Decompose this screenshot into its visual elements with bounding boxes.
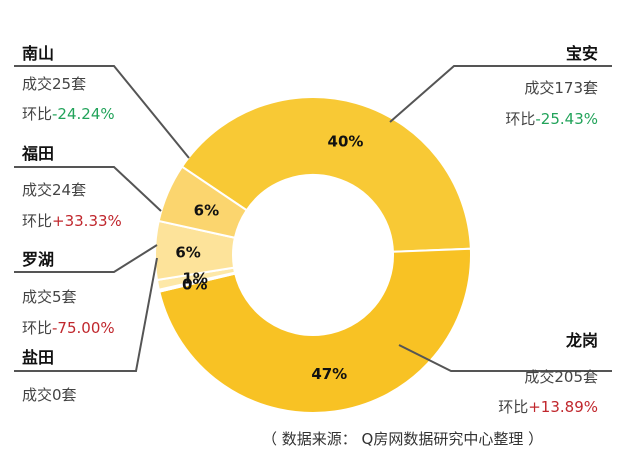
slice-label-1: 47% <box>311 365 347 383</box>
deal-count-futian: 成交24套 <box>22 181 87 199</box>
slice-5 <box>157 165 249 239</box>
mom-nanshan: 环比-24.24% <box>22 105 115 123</box>
deal-count-yantian: 成交0套 <box>22 386 77 404</box>
slice-label-3: 1% <box>182 270 207 288</box>
deal-count-nanshan: 成交25套 <box>22 75 87 93</box>
leader-line-yantian <box>14 257 158 372</box>
slice-label-0: 40% <box>328 133 364 151</box>
district-name-luohu: 罗湖 <box>22 250 55 269</box>
slice-1 <box>158 247 472 414</box>
district-name-baoan: 宝安 <box>565 44 598 63</box>
slice-0 <box>180 96 472 253</box>
district-name-futian: 福田 <box>22 144 55 163</box>
slice-label-5: 6% <box>194 201 219 219</box>
data-source-note: （ 数据来源： Q房网数据研究中心整理 ） <box>262 430 544 448</box>
leader-line-nanshan <box>14 65 190 159</box>
mom-futian: 环比+33.33% <box>22 212 122 230</box>
leader-line-futian <box>14 166 162 212</box>
district-name-nanshan: 南山 <box>22 44 55 63</box>
deal-count-luohu: 成交5套 <box>22 288 77 306</box>
mom-baoan: 环比-25.43% <box>505 110 598 128</box>
slice-label-2: 0% <box>182 276 207 294</box>
deal-count-baoan: 成交173套 <box>524 79 598 97</box>
slice-label-4: 6% <box>175 243 200 261</box>
district-name-longgang: 龙岗 <box>565 331 598 350</box>
leader-line-luohu <box>14 244 158 273</box>
deal-count-longgang: 成交205套 <box>524 368 598 386</box>
leader-line-longgang <box>398 344 612 372</box>
mom-longgang: 环比+13.89% <box>498 398 598 416</box>
leader-line-baoan <box>389 65 612 123</box>
district-name-yantian: 盐田 <box>22 348 55 367</box>
mom-luohu: 环比-75.00% <box>22 319 115 337</box>
